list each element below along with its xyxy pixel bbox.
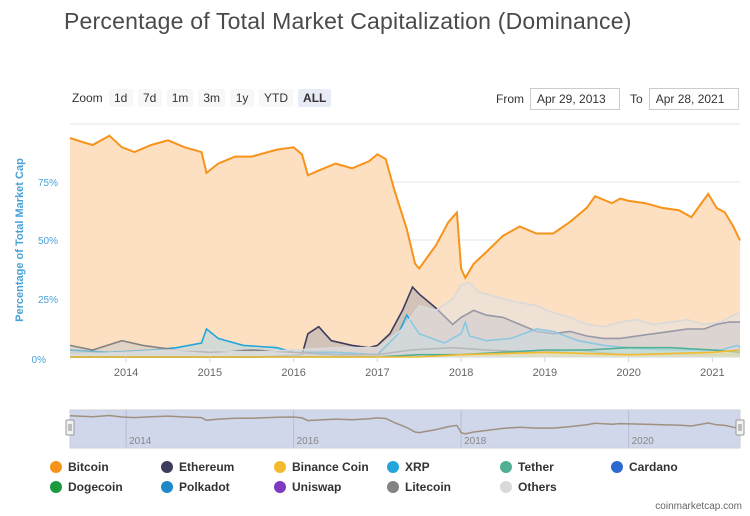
legend-marker-xrp xyxy=(387,461,399,473)
y-axis-label: Percentage of Total Market Cap xyxy=(14,158,26,322)
legend-item-cardano[interactable]: Cardano xyxy=(611,460,678,474)
chart-title: Percentage of Total Market Capitalizatio… xyxy=(64,8,632,34)
to-date-input[interactable]: Apr 28, 2021 xyxy=(648,88,739,110)
series-area-others xyxy=(70,282,740,357)
zoom-controls: Zoom 1d 7d 1m 3m 1y YTD ALL xyxy=(72,88,336,108)
navigator-right-handle[interactable] xyxy=(735,419,745,436)
zoom-7d-button[interactable]: 7d xyxy=(137,89,162,107)
navigator-tick-label: 2016 xyxy=(297,436,320,447)
legend-item-xrp[interactable]: XRP xyxy=(387,460,430,474)
navigator-bitcoin-line xyxy=(69,414,741,435)
legend-item-tether[interactable]: Tether xyxy=(500,460,554,474)
zoom-1d-button[interactable]: 1d xyxy=(108,89,133,107)
legend-marker-binance-coin xyxy=(274,461,286,473)
navigator-tick-label: 2020 xyxy=(632,436,655,447)
series-line-binance-coin xyxy=(70,349,741,358)
legend-marker-others xyxy=(500,481,512,493)
from-date-input[interactable]: Apr 29, 2013 xyxy=(530,88,620,110)
legend-marker-polkadot xyxy=(161,481,173,493)
legend-marker-uniswap xyxy=(274,481,286,493)
source-credit[interactable]: coinmarketcap.com xyxy=(655,501,742,512)
x-tick-layer: 2014 2015 2016 2017 2018 2019 2020 2021 xyxy=(114,357,725,379)
zoom-ytd-button[interactable]: YTD xyxy=(259,89,294,107)
series-layer xyxy=(69,134,741,358)
navigator-left-handle[interactable] xyxy=(65,419,75,436)
legend-marker-litecoin xyxy=(387,481,399,493)
legend-label-ethereum: Ethereum xyxy=(179,460,235,474)
x-tick-label: 2014 xyxy=(114,367,138,379)
legend-label-uniswap: Uniswap xyxy=(292,480,342,494)
date-range-from: From Apr 29, 2013 xyxy=(496,88,620,110)
legend-label-bitcoin: Bitcoin xyxy=(68,460,109,474)
legend-label-litecoin: Litecoin xyxy=(405,480,452,494)
to-label: To xyxy=(630,92,643,106)
legend-label-others: Others xyxy=(518,480,557,494)
series-area-bitcoin xyxy=(70,135,740,357)
series-line-tether xyxy=(70,346,741,358)
series-line-others xyxy=(69,281,741,356)
zoom-3m-button[interactable]: 3m xyxy=(198,89,226,107)
series-area-binance-coin xyxy=(70,350,740,357)
legend-marker-ethereum xyxy=(161,461,173,473)
legend-label-xrp: XRP xyxy=(405,460,430,474)
y-tick-0: 0% xyxy=(32,355,47,366)
legend-item-uniswap[interactable]: Uniswap xyxy=(274,480,341,494)
x-tick-label: 2015 xyxy=(198,367,222,379)
series-line-bitcoin xyxy=(69,134,741,280)
y-tick-75: 75% xyxy=(38,178,58,189)
legend-marker-dogecoin xyxy=(50,481,62,493)
legend-label-tether: Tether xyxy=(518,460,554,474)
zoom-1m-button[interactable]: 1m xyxy=(166,89,194,107)
zoom-label: Zoom xyxy=(72,91,103,105)
date-range-to: To Apr 28, 2021 xyxy=(630,88,739,110)
x-tick-label: 2021 xyxy=(700,367,724,379)
legend-marker-tether xyxy=(500,461,512,473)
navigator: 2014 2016 2018 2020 xyxy=(65,409,745,449)
legend-label-dogecoin: Dogecoin xyxy=(68,480,123,494)
legend-label-binance-coin: Binance Coin xyxy=(292,460,369,474)
legend-label-polkadot: Polkadot xyxy=(179,480,230,494)
zoom-1y-button[interactable]: 1y xyxy=(230,89,255,107)
x-tick-label: 2020 xyxy=(616,367,640,379)
x-tick-label: 2018 xyxy=(449,367,473,379)
legend-label-cardano: Cardano xyxy=(629,460,678,474)
legend-item-litecoin[interactable]: Litecoin xyxy=(387,480,451,494)
navigator-tick-label: 2018 xyxy=(464,436,487,447)
legend-item-ethereum[interactable]: Ethereum xyxy=(161,460,234,474)
y-tick-25: 25% xyxy=(38,295,58,306)
legend-item-polkadot[interactable]: Polkadot xyxy=(161,480,230,494)
legend-item-bitcoin[interactable]: Bitcoin xyxy=(50,460,109,474)
x-tick-label: 2017 xyxy=(365,367,389,379)
legend-item-others[interactable]: Others xyxy=(500,480,557,494)
x-tick-label: 2019 xyxy=(533,367,557,379)
zoom-all-button[interactable]: ALL xyxy=(298,89,332,107)
legend-item-dogecoin[interactable]: Dogecoin xyxy=(50,480,123,494)
y-tick-50: 50% xyxy=(38,236,58,247)
navigator-tick-label: 2014 xyxy=(129,436,152,447)
legend-marker-bitcoin xyxy=(50,461,62,473)
legend-marker-cardano xyxy=(611,461,623,473)
x-tick-label: 2016 xyxy=(281,367,305,379)
legend-item-binance-coin[interactable]: Binance Coin xyxy=(274,460,369,474)
from-label: From xyxy=(496,92,524,106)
